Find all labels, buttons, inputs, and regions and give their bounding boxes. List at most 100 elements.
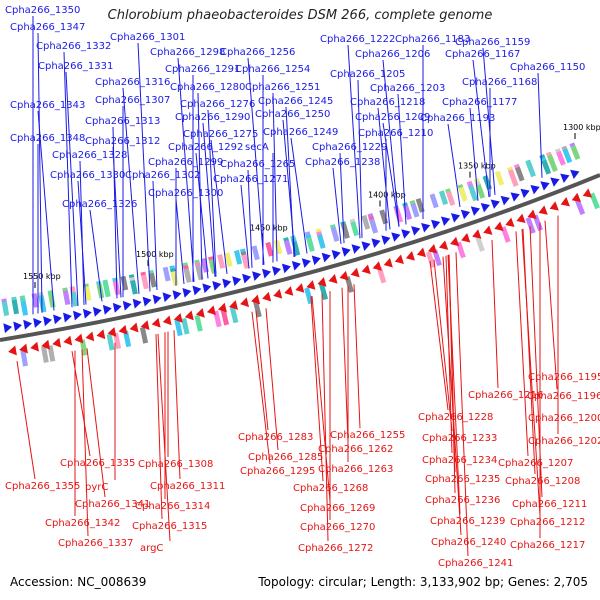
- forward-leader-line: [332, 167, 342, 245]
- forward-gene-label: Cpha266_1332: [36, 41, 111, 52]
- reverse-gene-label: Cpha266_1285: [248, 452, 323, 463]
- feature-block-forward: [369, 218, 379, 234]
- tick-label: 1450 kbp: [250, 223, 288, 232]
- forward-leader-line: [112, 146, 122, 298]
- feature-block-forward: [415, 197, 425, 213]
- feature-block-forward: [183, 268, 192, 283]
- reverse-gene-arrow: [195, 307, 205, 318]
- feature-block-forward: [283, 240, 293, 255]
- feature-block-reverse: [474, 235, 485, 252]
- reverse-gene-label: Cpha266_1255: [330, 430, 405, 441]
- forward-leader-line: [65, 71, 79, 307]
- forward-gene-arrow: [202, 283, 212, 294]
- feature-block-reverse: [344, 276, 354, 293]
- reverse-leader-line: [16, 361, 36, 480]
- reverse-gene-label: Cpha266_1207: [498, 458, 573, 469]
- forward-gene-label: Cpha266_1167: [445, 49, 520, 60]
- reverse-gene-label: Cpha266_1208: [505, 476, 580, 487]
- forward-gene-arrow: [142, 296, 152, 307]
- feature-block-forward: [265, 241, 274, 257]
- reverse-leader-line: [447, 254, 461, 515]
- feature-block-forward: [494, 170, 505, 186]
- feature-block-forward: [130, 279, 138, 295]
- accession-label: Accession: NC_008639: [10, 575, 147, 589]
- reverse-gene-label: Cpha266_1335: [60, 458, 135, 469]
- feature-block-reverse: [181, 317, 190, 335]
- forward-leader-line: [357, 79, 363, 238]
- forward-gene-arrow: [361, 241, 371, 251]
- forward-gene-arrow: [212, 281, 222, 291]
- forward-gene-arrow: [470, 206, 480, 216]
- forward-gene-arrow: [371, 238, 381, 248]
- reverse-gene-label: Cpha266_1283: [238, 432, 313, 443]
- genome-backbone: [0, 173, 600, 342]
- forward-gene-arrow: [411, 226, 421, 236]
- forward-gene-label: Cpha266_1331: [38, 61, 113, 72]
- forward-gene-arrow: [242, 273, 252, 284]
- feature-block-forward: [251, 245, 260, 261]
- forward-gene-arrow: [341, 247, 351, 257]
- forward-gene-arrow: [112, 302, 122, 313]
- forward-gene-label: Cpha266_1250: [255, 109, 330, 120]
- reverse-gene-label: Cpha266_1268: [293, 483, 368, 494]
- forward-gene-label: Cpha266_1249: [263, 127, 338, 138]
- reverse-gene-arrow: [162, 315, 172, 326]
- forward-gene-label: Cpha266_1206: [355, 49, 430, 60]
- reverse-leader-line: [341, 287, 349, 443]
- reverse-leader-line: [265, 308, 279, 451]
- forward-gene-label: Cpha266_1254: [235, 64, 310, 75]
- feature-block-forward: [361, 214, 371, 230]
- forward-leader-line: [175, 198, 185, 285]
- feature-block-reverse: [589, 192, 600, 210]
- feature-block-forward: [170, 271, 179, 286]
- forward-leader-line: [447, 123, 461, 208]
- reverse-gene-arrow: [306, 280, 316, 290]
- forward-gene-label: Cpha266_1343: [10, 100, 85, 111]
- reverse-gene-label: argC: [140, 543, 163, 554]
- forward-gene-label: Cpha266_1183: [395, 34, 470, 45]
- forward-gene-arrow: [152, 294, 162, 305]
- forward-gene-arrow: [530, 184, 540, 195]
- feature-block-forward: [306, 237, 315, 252]
- feature-block-forward: [217, 254, 226, 269]
- forward-gene-arrow: [560, 173, 570, 183]
- reverse-gene-label: Cpha266_1315: [132, 521, 207, 532]
- forward-gene-label: Cpha266_1168: [462, 77, 537, 88]
- reverse-leader-line: [157, 333, 171, 542]
- reverse-gene-arrow: [494, 221, 504, 231]
- forward-leader-line: [195, 152, 209, 279]
- forward-leader-line: [247, 169, 253, 268]
- forward-gene-label: Cpha266_1229: [312, 142, 387, 153]
- forward-gene-arrow: [271, 266, 281, 276]
- reverse-gene-label: Cpha266_1270: [300, 522, 375, 533]
- forward-leader-line: [282, 119, 296, 257]
- reverse-leader-line: [173, 330, 181, 480]
- feature-block-reverse: [318, 283, 329, 301]
- forward-gene-arrow: [192, 285, 202, 296]
- forward-gene-arrow: [182, 287, 192, 298]
- reverse-gene-arrow: [483, 225, 493, 235]
- feature-block-reverse: [425, 251, 436, 269]
- forward-gene-arrow: [421, 222, 431, 233]
- reverse-gene-label: Cpha266_1241: [438, 558, 513, 569]
- feature-block-forward: [20, 301, 29, 316]
- forward-leader-line: [210, 139, 228, 275]
- reverse-gene-label: Cpha266_1200: [528, 413, 600, 424]
- feature-block-forward: [39, 297, 47, 313]
- reverse-gene-label: Cpha266_1337: [58, 538, 133, 549]
- reverse-gene-label: Cpha266_1240: [431, 537, 506, 548]
- reverse-gene-label: Cpha266_1295: [240, 466, 315, 477]
- reverse-gene-label: Cpha266_1236: [425, 495, 500, 506]
- feature-block-forward: [141, 274, 149, 290]
- forward-gene-arrow: [381, 235, 391, 245]
- forward-gene-label: secA: [245, 142, 269, 153]
- forward-gene-arrow: [232, 276, 242, 286]
- forward-gene-label: Cpha266_1256: [220, 47, 295, 58]
- forward-gene-arrow: [102, 304, 112, 315]
- reverse-leader-line: [429, 260, 449, 411]
- forward-gene-arrow: [3, 323, 13, 334]
- reverse-gene-arrow: [416, 247, 427, 258]
- forward-gene-label: Cpha266_1271: [213, 174, 288, 185]
- forward-leader-line: [240, 184, 250, 269]
